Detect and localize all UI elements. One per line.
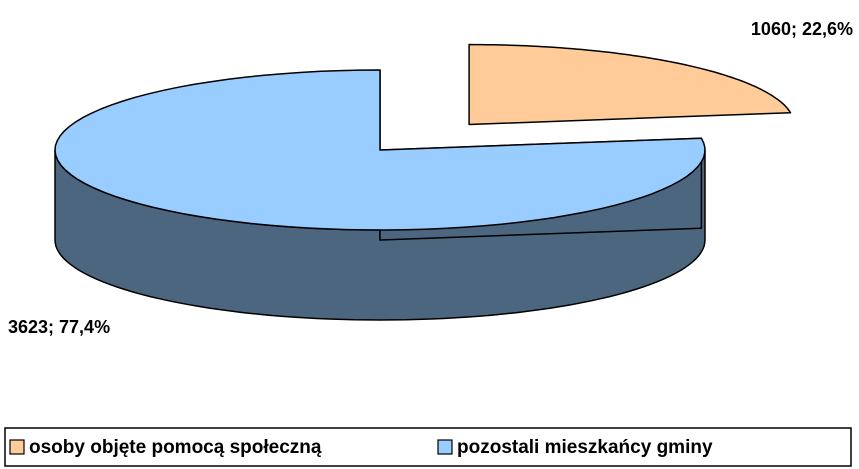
legend-label: pozostali mieszkańcy gminy	[457, 437, 713, 458]
data-label: 1060; 22,6%	[751, 19, 853, 39]
slice-top	[468, 43, 792, 126]
legend-swatch	[9, 439, 25, 455]
legend-frame	[4, 427, 852, 467]
legend-label: osoby objęte pomocą społeczną	[29, 437, 322, 458]
slice-top	[54, 69, 706, 231]
legend-swatch	[437, 439, 453, 455]
data-label: 3623; 77,4%	[8, 317, 110, 337]
legend: osoby objęte pomocą społeczną pozostali m…	[4, 427, 852, 467]
